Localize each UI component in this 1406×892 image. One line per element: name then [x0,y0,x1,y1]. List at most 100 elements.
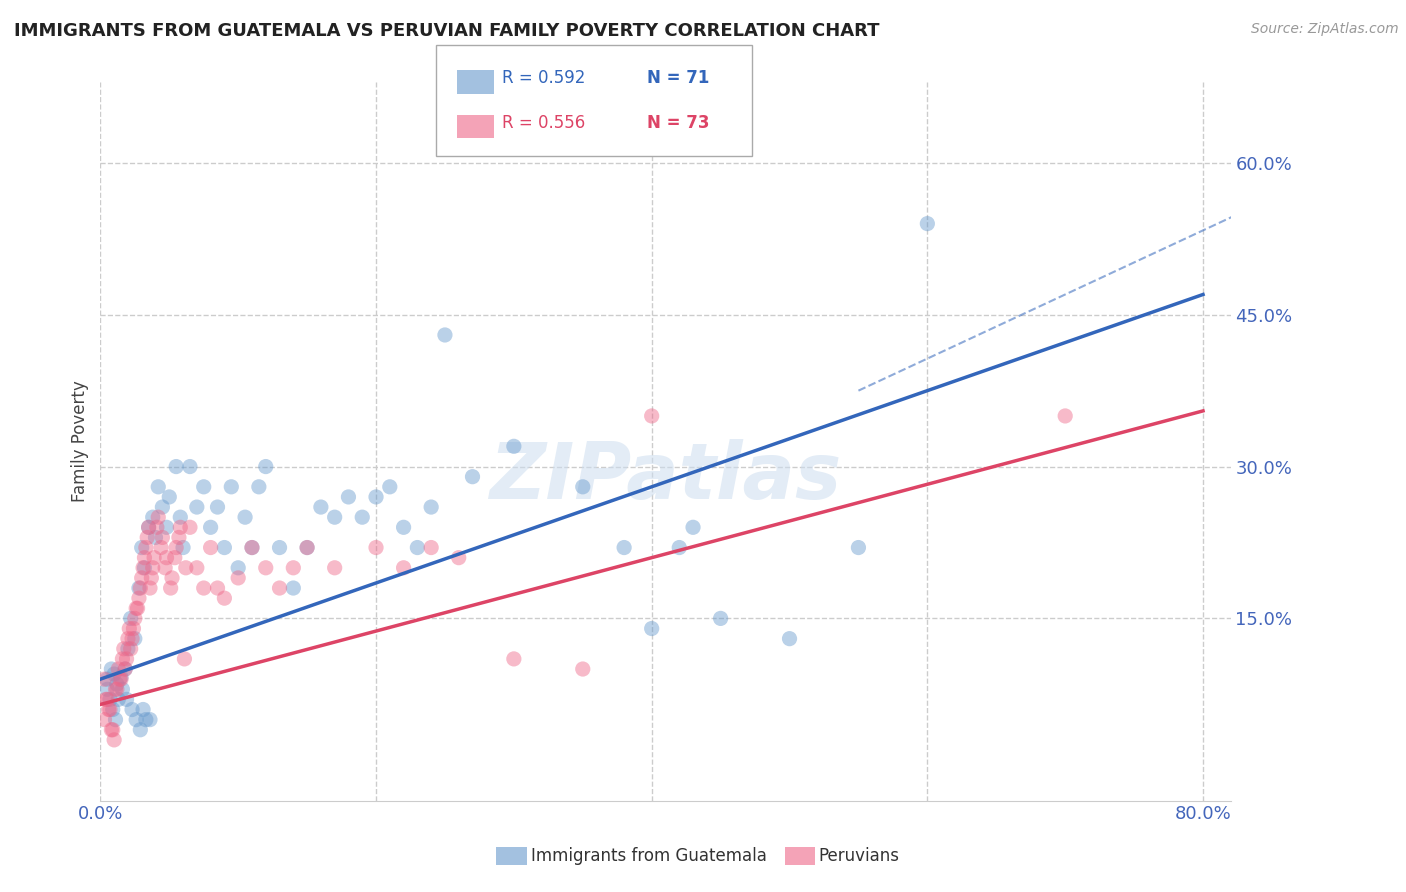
Point [186,561,208,575]
Point [406,541,429,555]
Point [157,490,180,504]
Point [420,500,443,514]
Point [179,459,201,474]
Point [392,520,415,534]
Point [186,500,208,514]
Point [125,713,148,727]
Point [254,561,277,575]
Point [364,541,387,555]
Text: IMMIGRANTS FROM GUATEMALA VS PERUVIAN FAMILY POVERTY CORRELATION CHART: IMMIGRANTS FROM GUATEMALA VS PERUVIAN FA… [14,22,880,40]
Point [309,500,332,514]
Point [94,692,117,706]
Point [337,490,360,504]
Point [136,530,159,544]
Point [138,520,160,534]
Text: Immigrants from Guatemala: Immigrants from Guatemala [531,847,768,865]
Point [150,500,173,514]
Point [155,520,177,534]
Point [214,591,236,606]
Point [101,702,124,716]
Point [613,541,636,555]
Point [269,541,291,555]
Point [97,702,120,716]
Point [122,622,145,636]
Point [100,662,122,676]
Point [120,641,142,656]
Text: Source: ZipAtlas.com: Source: ZipAtlas.com [1251,22,1399,37]
Point [107,692,129,706]
Y-axis label: Family Poverty: Family Poverty [72,380,89,502]
Point [668,541,690,555]
Point [124,632,146,646]
Point [179,520,201,534]
Point [134,561,156,575]
Point [226,561,249,575]
Point [110,670,132,684]
Point [710,611,733,625]
Point [139,713,162,727]
Point [779,632,801,646]
Point [364,490,387,504]
Point [112,641,135,656]
Point [173,652,195,666]
Point [461,469,484,483]
Point [233,510,256,524]
Point [160,571,183,585]
Point [641,622,664,636]
Point [128,581,150,595]
Point [226,571,249,585]
Point [247,480,270,494]
Point [163,550,186,565]
Point [295,541,318,555]
Point [117,641,139,656]
Point [143,550,166,565]
Text: N = 71: N = 71 [647,70,709,87]
Point [150,541,173,555]
Point [323,510,346,524]
Point [352,510,374,524]
Point [502,439,524,453]
Point [114,662,136,676]
Point [153,561,176,575]
Point [917,217,939,231]
Point [193,480,215,494]
Point [682,520,704,534]
Point [96,692,118,706]
Point [132,561,155,575]
Point [101,723,124,737]
Point [129,581,152,595]
Point [200,541,222,555]
Point [118,622,141,636]
Point [103,667,125,681]
Point [96,682,118,697]
Point [240,541,263,555]
Point [127,601,149,615]
Point [172,541,194,555]
Point [221,480,243,494]
Text: ZIPatlas: ZIPatlas [489,439,842,516]
Point [146,520,169,534]
Point [124,611,146,625]
Point [420,541,443,555]
Point [502,652,524,666]
Point [254,459,277,474]
Point [107,662,129,676]
Point [1054,409,1077,423]
Point [110,672,132,686]
Point [433,328,456,343]
Text: N = 73: N = 73 [647,114,709,132]
Point [148,510,170,524]
Point [117,632,139,646]
Point [447,550,470,565]
Point [129,723,152,737]
Text: Peruvians: Peruvians [818,847,900,865]
Point [148,480,170,494]
Point [120,611,142,625]
Point [93,713,115,727]
Point [134,550,156,565]
Point [132,702,155,716]
Point [193,581,215,595]
Point [165,459,187,474]
Point [139,581,162,595]
Point [104,713,127,727]
